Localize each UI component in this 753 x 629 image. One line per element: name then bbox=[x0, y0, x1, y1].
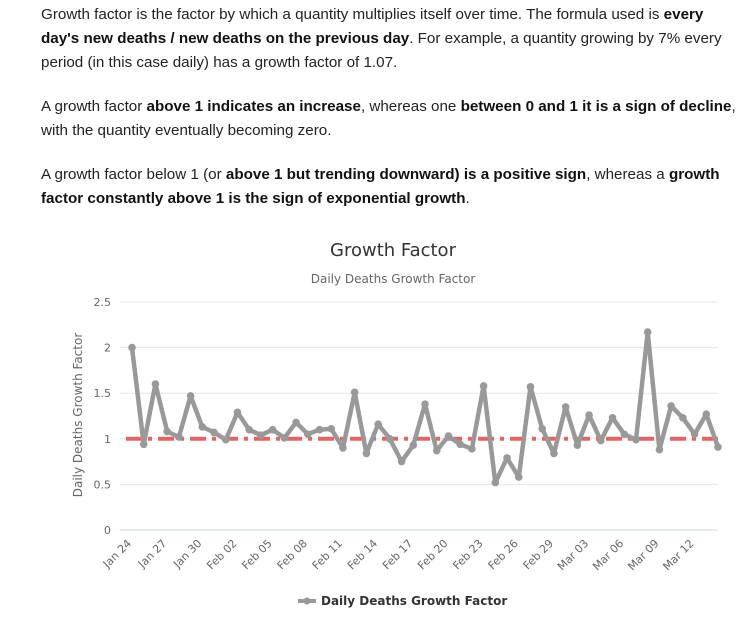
data-point[interactable] bbox=[608, 414, 617, 422]
data-point[interactable] bbox=[421, 400, 429, 408]
x-tick-label: Feb 14 bbox=[345, 537, 380, 572]
x-tick-label: Mar 12 bbox=[660, 537, 696, 573]
data-point[interactable] bbox=[151, 380, 160, 388]
x-tick-label: Feb 02 bbox=[204, 537, 239, 572]
bold-text: above 1 but trending downward) is a posi… bbox=[225, 166, 587, 183]
chart-legend[interactable]: Daily Deaths Growth Factor bbox=[298, 594, 507, 608]
y-tick-label: 1 bbox=[104, 433, 111, 446]
data-point[interactable] bbox=[409, 441, 418, 449]
chart-title: Growth Factor bbox=[330, 240, 457, 261]
data-point[interactable] bbox=[597, 436, 605, 445]
data-point[interactable] bbox=[327, 424, 336, 433]
data-point[interactable] bbox=[585, 411, 593, 419]
data-point[interactable] bbox=[632, 435, 640, 444]
data-point[interactable] bbox=[304, 430, 312, 439]
legend-symbol-marker bbox=[303, 597, 311, 605]
data-point[interactable] bbox=[620, 430, 629, 439]
data-point[interactable] bbox=[128, 343, 136, 352]
y-axis-title: Daily Deaths Growth Factor bbox=[71, 333, 85, 498]
x-tick-label: Jan 30 bbox=[170, 537, 204, 571]
growth-factor-chart: Growth Factor Daily Deaths Growth Factor… bbox=[71, 240, 722, 608]
data-point[interactable] bbox=[268, 425, 277, 434]
bold-text: between 0 and 1 it is a sign of decline bbox=[460, 98, 732, 115]
data-point[interactable] bbox=[550, 449, 558, 458]
data-point[interactable] bbox=[643, 328, 652, 336]
bold-text: above 1 indicates an increase bbox=[146, 98, 361, 115]
text-span: , whereas one bbox=[360, 98, 461, 115]
text-span: , whereas a bbox=[586, 166, 669, 183]
y-tick-label: 2 bbox=[104, 342, 111, 355]
data-point[interactable] bbox=[444, 432, 453, 440]
x-tick-label: Feb 08 bbox=[275, 537, 310, 572]
data-point[interactable] bbox=[573, 441, 582, 449]
x-tick-label: Mar 03 bbox=[555, 537, 591, 573]
data-point[interactable] bbox=[186, 392, 195, 400]
x-tick-label: Feb 11 bbox=[310, 537, 345, 572]
data-point[interactable] bbox=[468, 445, 476, 453]
y-tick-label: 2.5 bbox=[94, 296, 112, 309]
data-point[interactable] bbox=[702, 410, 711, 418]
data-point[interactable] bbox=[339, 444, 347, 452]
data-point[interactable] bbox=[362, 449, 371, 458]
data-point[interactable] bbox=[210, 428, 218, 437]
data-point[interactable] bbox=[315, 425, 324, 434]
data-point[interactable] bbox=[561, 403, 570, 411]
text-span: . bbox=[465, 190, 470, 207]
data-point[interactable] bbox=[526, 383, 535, 391]
data-point[interactable] bbox=[679, 414, 687, 422]
y-tick-label: 1.5 bbox=[94, 387, 112, 400]
bold-text: growth factor constantly above 1 is the … bbox=[41, 166, 720, 207]
data-point[interactable] bbox=[257, 431, 265, 439]
data-point[interactable] bbox=[514, 473, 523, 481]
x-tick-label: Jan 27 bbox=[135, 537, 169, 571]
data-point[interactable] bbox=[714, 443, 722, 451]
x-tick-label: Mar 06 bbox=[590, 537, 626, 573]
data-point[interactable] bbox=[350, 388, 359, 397]
text-span: A growth factor below 1 (or bbox=[41, 166, 226, 183]
paragraph-above-below-one: A growth factor above 1 indicates an inc… bbox=[41, 95, 741, 143]
x-tick-label: Feb 26 bbox=[486, 537, 521, 572]
intro-paragraph-growth-factor: Growth factor is the factor by which a q… bbox=[41, 3, 741, 75]
data-point[interactable] bbox=[655, 445, 664, 454]
data-point[interactable] bbox=[386, 435, 394, 443]
y-tick-label: 0 bbox=[104, 524, 111, 537]
data-point[interactable] bbox=[233, 408, 242, 417]
data-point[interactable] bbox=[397, 457, 406, 466]
data-point[interactable] bbox=[175, 433, 183, 441]
chart-subtitle: Daily Deaths Growth Factor bbox=[311, 272, 476, 286]
data-point[interactable] bbox=[491, 478, 500, 487]
data-point[interactable] bbox=[538, 424, 546, 433]
y-tick-label: 0.5 bbox=[94, 478, 112, 491]
x-tick-label: Mar 09 bbox=[625, 537, 661, 573]
paragraph-positive-sign: A growth factor below 1 (or above 1 but … bbox=[41, 163, 741, 211]
x-tick-label: Feb 29 bbox=[521, 537, 556, 572]
data-point[interactable] bbox=[198, 423, 207, 431]
bold-text: every day's new deaths / new deaths on t… bbox=[41, 6, 704, 47]
data-point[interactable] bbox=[667, 402, 675, 410]
data-point[interactable] bbox=[690, 430, 699, 439]
legend-label: Daily Deaths Growth Factor bbox=[321, 594, 507, 608]
x-tick-label: Feb 20 bbox=[415, 537, 450, 572]
data-point[interactable] bbox=[432, 446, 441, 455]
x-tick-label: Feb 17 bbox=[380, 537, 415, 572]
data-point[interactable] bbox=[374, 420, 382, 429]
data-point[interactable] bbox=[280, 434, 289, 442]
x-tick-label: Feb 05 bbox=[239, 537, 274, 572]
data-point[interactable] bbox=[292, 418, 300, 427]
data-point[interactable] bbox=[163, 427, 171, 436]
x-tick-label: Jan 24 bbox=[100, 537, 134, 571]
data-point[interactable] bbox=[139, 440, 148, 449]
data-point[interactable] bbox=[479, 382, 488, 390]
data-point[interactable] bbox=[503, 454, 511, 462]
data-point[interactable] bbox=[456, 440, 464, 449]
x-tick-label: Feb 23 bbox=[450, 537, 485, 572]
text-span: A growth factor bbox=[41, 98, 147, 115]
text-span: . For example, a quantity growing by 7% … bbox=[41, 30, 722, 71]
data-point[interactable] bbox=[245, 425, 253, 434]
text-span: , with the quantity eventually becoming … bbox=[41, 98, 736, 139]
data-point[interactable] bbox=[221, 435, 230, 444]
text-span: Growth factor is the factor by which a q… bbox=[41, 6, 664, 23]
